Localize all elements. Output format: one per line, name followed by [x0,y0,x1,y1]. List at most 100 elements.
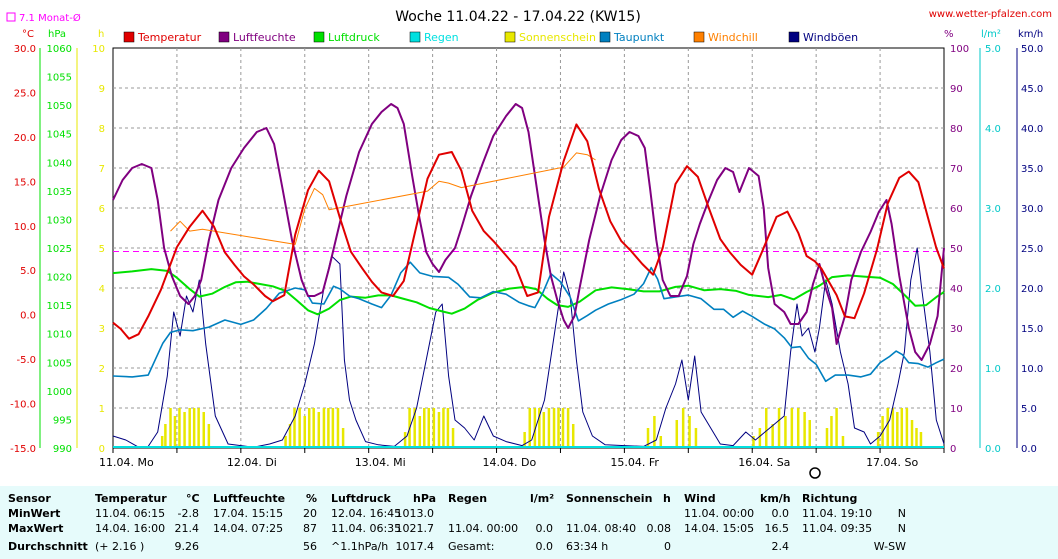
sunshine-bar [207,424,211,448]
y-tick-rain: 1.0 [985,364,1001,375]
y-tick-temp: 25.0 [14,88,36,99]
series-luftfeuchte [112,103,945,361]
sunshine-bar [910,420,914,448]
stats-temp-max-time: 14.04. 16:00 [95,522,166,535]
axes: 30.025.020.015.010.05.00.0-5.0-10.0-15.0… [10,44,1043,455]
sunshine-bar [919,432,923,448]
stats-humidity-min-val: 20 [303,507,317,520]
sunshine-bar [896,412,899,448]
stats-temp-min-time: 11.04. 06:15 [95,507,166,520]
sunshine-bar [752,436,755,448]
y-tick-wind: 10.0 [1021,364,1043,375]
sunshine-bar [202,412,205,448]
legend-swatch [599,31,611,43]
sunshine-bar [694,428,698,448]
y-tick-pressure: 1030 [47,215,72,226]
monthly-avg-marker-icon [6,12,16,22]
y-tick-pressure: 1000 [47,387,72,398]
sunshine-bar [681,408,685,448]
legend-label: Sonnenschein [519,31,596,44]
x-tick-label: 14.04. Do [483,456,537,469]
sunshine-bar [830,416,833,448]
stats-wind-avg-val: 2.4 [771,540,790,553]
stats-temp-header: Temperatur [95,492,167,505]
sunshine-bar [538,408,541,448]
sunshine-bar [437,412,441,448]
stats-wind-unit: km/h [760,492,791,505]
sunshine-bar [288,424,292,448]
stats-dir-min-val: N [897,507,906,520]
x-tick-label: 12.04. Di [227,456,277,469]
legend-swatch [409,31,421,43]
y-tick-pressure: 1025 [47,244,72,255]
stats-humidity-unit: % [306,492,318,505]
sunshine-bar [784,416,787,448]
y-tick-sun: 9 [99,84,105,95]
y-tick-pressure: 1040 [47,158,72,169]
stats-sun-max-time: 11.04. 08:40 [566,522,637,535]
y-tick-temp: 10.0 [14,222,36,233]
stats-pressure-unit: hPa [413,492,437,505]
stats-pressure-trend: ^1.1hPa/h [331,540,389,553]
sunshine-bar [547,408,551,448]
y-tick-rain: 0.0 [985,444,1001,455]
sunshine-bar [322,408,326,448]
sunshine-bar [915,428,918,448]
stats-pressure-min-time: 12.04. 16:45 [331,507,402,520]
x-tick-label: 16.04. Sa [738,456,790,469]
stats-humidity-max-val: 87 [303,522,317,535]
stats-pressure-max-val: 1021.7 [395,522,435,535]
sunshine-bar [533,408,537,448]
series-luftdruck [112,268,945,316]
sunshine-bar [418,416,422,448]
sunshine-bar [777,408,781,448]
y-tick-pressure: 1010 [47,330,72,341]
sunshine-bar [327,408,330,448]
series-lines [112,103,945,448]
series-temperatur [112,123,945,340]
y-tick-wind: 50.0 [1021,44,1043,55]
sunshine-bar [905,408,909,448]
stats-wind-min-val: 0.0 [771,507,790,520]
stats-dir-header: Richtung [802,492,858,505]
y-tick-sun: 0 [99,444,105,455]
y-tick-sun: 4 [99,284,105,295]
legend-label: Luftdruck [328,31,380,44]
y-tick-temp: 15.0 [14,177,36,188]
sunshine-bar [293,408,296,448]
series-taupunkt [112,261,945,383]
y-tick-pressure: 1050 [47,101,72,112]
sunshine-bar [675,420,679,448]
sunshine-bar [841,436,845,448]
unit-rain: l/m² [981,29,1001,40]
unit-pressure: hPa [48,29,66,40]
sunshine-bar [169,408,172,448]
weather-chart: Woche 11.04.22 - 17.04.22 (KW15) www.wet… [6,9,1052,479]
stats-dir-avg-val: W-SW [873,540,906,553]
sunshine-bar [523,432,526,448]
sunshine-bar [331,408,335,448]
stats-temp-min-val: -2.8 [177,507,199,520]
y-tick-pressure: 1055 [47,73,72,84]
sunshine-bar [825,428,829,448]
sunshine-bar [765,408,768,448]
y-tick-sun: 1 [99,404,105,415]
sunshine-bar [835,408,838,448]
stats-dir-min-time: 11.04. 19:10 [802,507,873,520]
sunshine-bar [312,408,315,448]
y-tick-pressure: 1020 [47,273,72,284]
sunshine-bar [542,412,546,448]
y-tick-pressure: 1035 [47,187,72,198]
stats-sun-max-val: 0.08 [646,522,672,535]
unit-humidity: % [944,29,954,40]
sunshine-bar [808,420,811,448]
y-tick-temp: 0.0 [20,311,36,322]
sunshine-bar [566,408,570,448]
stats-wind-max-time: 14.04. 15:05 [684,522,755,535]
stats-sensor-header: Sensor [8,492,51,505]
stats-row-max: MaxWert [8,522,64,535]
legend-label: Taupunkt [613,31,665,44]
y-tick-pressure: 995 [53,415,72,426]
sunshine-bar [303,416,306,448]
legend-label: Temperatur [137,31,202,44]
